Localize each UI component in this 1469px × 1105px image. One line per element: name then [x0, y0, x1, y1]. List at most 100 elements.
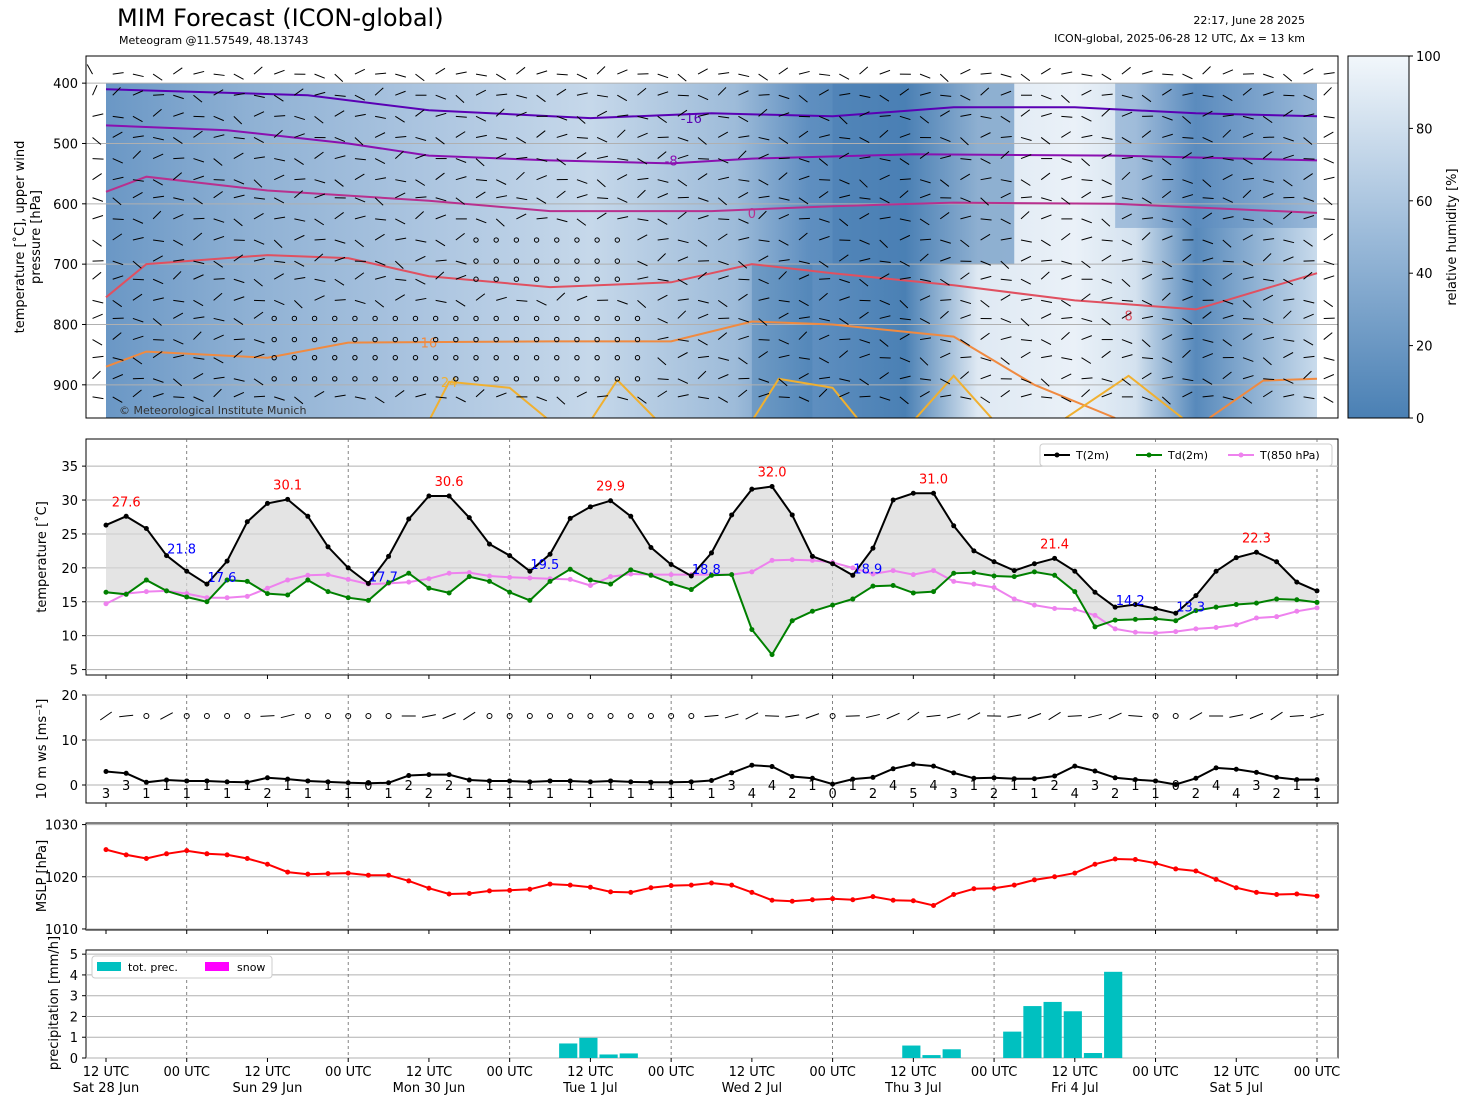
wind-barb — [778, 137, 789, 145]
calm-wind-marker — [1172, 713, 1179, 719]
windspeed-point — [850, 776, 856, 782]
calm-wind-marker — [453, 336, 459, 343]
wind-speed-label: 1 — [243, 779, 251, 794]
calm-wind-marker — [473, 237, 479, 243]
wind-barb — [160, 712, 173, 720]
ytick-label: 25 — [61, 528, 78, 543]
wind-speed-label: 1 — [586, 787, 594, 802]
mslp-point — [466, 890, 472, 896]
td2m-point — [910, 590, 916, 596]
wind-barb — [637, 189, 646, 199]
wind-barb — [657, 91, 669, 96]
wind-barb — [1040, 137, 1051, 145]
wind-barb — [818, 158, 829, 166]
legend-swatch — [97, 962, 121, 971]
t2m-point — [1052, 555, 1058, 561]
precip-bar — [1104, 971, 1123, 1058]
windspeed-point — [668, 779, 674, 785]
td2m-point — [507, 589, 513, 595]
colorbar-tick-label: 0 — [1416, 412, 1424, 427]
wind-barb — [193, 274, 204, 280]
wind-barb — [253, 239, 265, 245]
wind-barb — [1101, 318, 1111, 326]
wind-barb — [213, 292, 223, 301]
wind-barb — [596, 179, 606, 188]
td2m-point — [164, 588, 170, 594]
wind-barb — [980, 299, 990, 308]
wind-barb — [152, 136, 164, 141]
windspeed-point — [1294, 777, 1300, 783]
wind-barb — [919, 295, 931, 301]
calm-wind-marker — [554, 354, 560, 361]
wind-barb — [758, 393, 770, 398]
dewpoint-spread-fill — [106, 486, 1317, 655]
calm-wind-marker — [244, 713, 251, 719]
wind-barb — [92, 158, 104, 160]
wind-barb — [1262, 317, 1274, 324]
wind-barb — [677, 278, 688, 286]
wind-barb — [1020, 255, 1032, 262]
windspeed-point — [567, 778, 573, 784]
ytick-label: 5 — [70, 948, 78, 963]
calm-wind-marker — [614, 354, 621, 361]
wind-speed-label: 3 — [1091, 779, 1099, 794]
wind-barb — [516, 299, 528, 302]
wind-speed-label: 1 — [970, 779, 978, 794]
wind-barb — [213, 218, 225, 223]
mslp-point — [1031, 877, 1037, 883]
wind-barb — [899, 375, 911, 380]
wind-barb — [1222, 174, 1233, 181]
wind-barb — [1303, 173, 1313, 181]
windspeed-point — [466, 777, 472, 783]
ytick-label: 35 — [61, 460, 78, 475]
wind-barb — [1020, 73, 1031, 82]
windspeed-point — [951, 770, 957, 776]
wind-barb — [294, 115, 306, 121]
wind-barb — [374, 197, 384, 206]
wind-barb — [738, 293, 748, 301]
precipitation-panel — [85, 949, 1339, 1059]
wind-barb — [1081, 357, 1092, 364]
wind-barb — [818, 115, 830, 122]
td2m-point — [1153, 616, 1159, 622]
t850-point — [285, 577, 291, 583]
wind-barb — [1222, 260, 1234, 263]
wind-barb — [294, 218, 306, 222]
t850-point — [991, 585, 997, 591]
wind-barb — [879, 115, 891, 117]
wind-barb — [112, 332, 122, 340]
wind-barb — [172, 172, 183, 181]
wind-barb — [637, 234, 648, 241]
windspeed-point — [931, 763, 937, 769]
wind-barb — [1242, 276, 1254, 280]
ytick-label: 1 — [70, 1031, 78, 1046]
t2m-point — [1193, 593, 1199, 599]
wind-barb — [657, 390, 668, 398]
legend-label: tot. prec. — [128, 961, 178, 974]
calm-wind-marker — [513, 237, 520, 243]
mslp-point — [769, 897, 775, 903]
wind-barb — [940, 339, 952, 343]
calm-wind-marker — [594, 258, 600, 264]
wind-barb — [778, 94, 790, 100]
wind-barb — [1182, 318, 1193, 325]
wind-barb — [1262, 357, 1272, 366]
wind-barb — [92, 355, 104, 359]
wind-barb — [960, 299, 972, 305]
isotherm-line — [105, 88, 1318, 120]
wind-barb — [818, 89, 829, 96]
wind-barb — [899, 299, 909, 309]
windspeed-point — [1173, 782, 1179, 788]
wind-barb — [395, 90, 406, 96]
ytick-label: 10 — [61, 734, 78, 749]
td2m-point — [587, 577, 593, 583]
wind-barb — [334, 94, 346, 97]
wind-barb — [1000, 237, 1012, 241]
mslp-point — [365, 872, 371, 878]
wind-barb — [1141, 339, 1151, 348]
wind-barb — [697, 113, 709, 117]
wind-barb — [1141, 299, 1153, 306]
wind-barb — [919, 253, 929, 262]
wind-barb — [233, 378, 245, 382]
wind-barb — [435, 259, 447, 262]
